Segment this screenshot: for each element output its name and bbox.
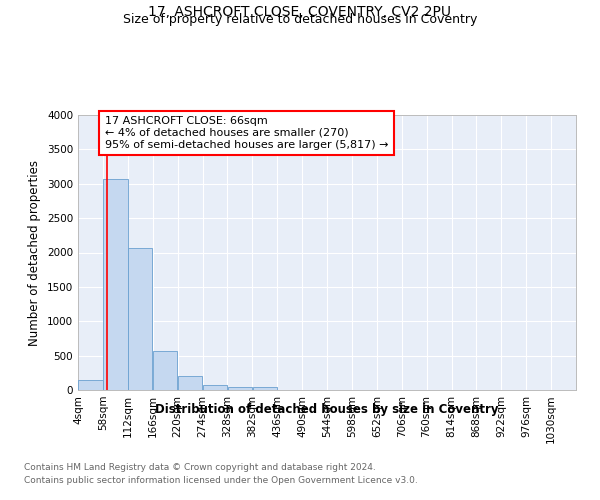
Bar [153, 351, 178, 390]
Bar [128, 248, 152, 390]
Text: Size of property relative to detached houses in Coventry: Size of property relative to detached ho… [123, 12, 477, 26]
Bar [78, 380, 103, 390]
Bar [178, 376, 202, 390]
Bar [203, 385, 227, 390]
Text: 17, ASHCROFT CLOSE, COVENTRY, CV2 2PU: 17, ASHCROFT CLOSE, COVENTRY, CV2 2PU [149, 5, 452, 19]
Bar [253, 387, 277, 390]
Text: Distribution of detached houses by size in Coventry: Distribution of detached houses by size … [155, 402, 499, 415]
Text: Contains public sector information licensed under the Open Government Licence v3: Contains public sector information licen… [24, 476, 418, 485]
Y-axis label: Number of detached properties: Number of detached properties [28, 160, 41, 346]
Text: 17 ASHCROFT CLOSE: 66sqm
← 4% of detached houses are smaller (270)
95% of semi-d: 17 ASHCROFT CLOSE: 66sqm ← 4% of detache… [105, 116, 388, 150]
Bar [103, 179, 128, 390]
Bar [227, 387, 252, 390]
Text: Contains HM Land Registry data © Crown copyright and database right 2024.: Contains HM Land Registry data © Crown c… [24, 462, 376, 471]
